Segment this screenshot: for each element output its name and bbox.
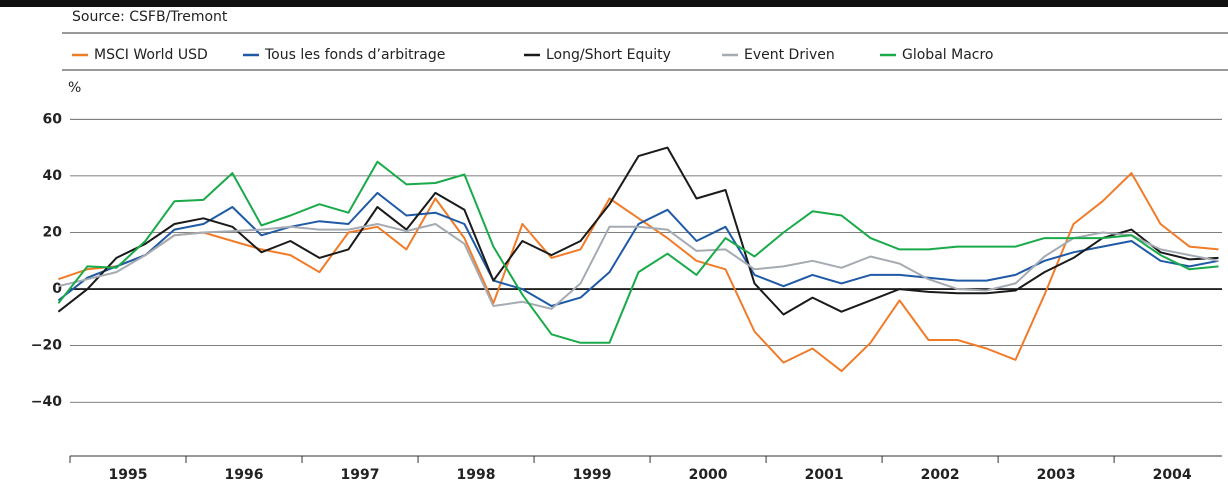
y-tick-label: −40: [31, 394, 62, 410]
legend-label: Long/Short Equity: [546, 47, 671, 63]
legend-label: Event Driven: [744, 47, 835, 63]
legend-label: MSCI World USD: [94, 47, 208, 63]
y-tick-label: 40: [43, 168, 63, 184]
x-tick-label: 2003: [1037, 467, 1076, 483]
x-tick-label: 1995: [109, 467, 148, 483]
y-tick-label: 60: [43, 111, 63, 127]
series-line: [57, 146, 1219, 316]
series-line: [58, 223, 1219, 310]
y-tick-label: 0: [52, 281, 62, 297]
top-bar: [0, 0, 1228, 7]
x-tick-label: 1999: [573, 467, 612, 483]
source: Source: CSFB/Tremont: [72, 9, 228, 25]
legend-label: Tous les fonds d’arbitrage: [264, 47, 445, 63]
series-line: [57, 160, 1219, 344]
y-tick-label: 20: [43, 224, 63, 240]
series-line: [58, 172, 1219, 373]
x-tick-label: 1998: [457, 467, 496, 483]
y-tick-label: −20: [31, 338, 62, 354]
x-tick-label: 2002: [921, 467, 960, 483]
x-tick-label: 1997: [341, 467, 380, 483]
y-unit: %: [68, 80, 81, 96]
x-tick-label: 2000: [689, 467, 728, 483]
x-tick-label: 1996: [225, 467, 264, 483]
x-tick-label: 2004: [1153, 467, 1192, 483]
legend-label: Global Macro: [902, 47, 993, 63]
series-line: [57, 191, 1219, 307]
x-tick-label: 2001: [805, 467, 844, 483]
